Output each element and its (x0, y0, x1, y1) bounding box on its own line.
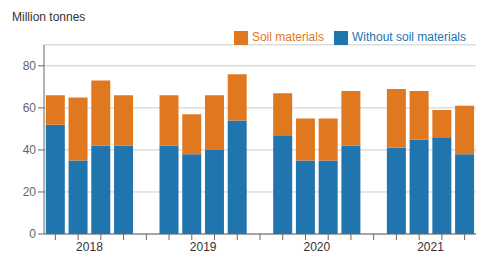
svg-text:80: 80 (23, 59, 37, 73)
svg-text:0: 0 (29, 227, 36, 241)
svg-text:2020: 2020 (303, 240, 330, 254)
html-text:Million tonnes: Million tonnes (12, 10, 86, 24)
html-text:Soil materials: Soil materials (251, 30, 324, 44)
svg-text:40: 40 (23, 143, 37, 157)
svg-text:2019: 2019 (190, 240, 217, 254)
svg-text:2021: 2021 (417, 240, 444, 254)
svg-text:20: 20 (23, 185, 37, 199)
svg-text:2018: 2018 (76, 240, 103, 254)
svg-text:60: 60 (23, 101, 37, 115)
html-text:Without soil materials: Without soil materials (352, 30, 466, 44)
